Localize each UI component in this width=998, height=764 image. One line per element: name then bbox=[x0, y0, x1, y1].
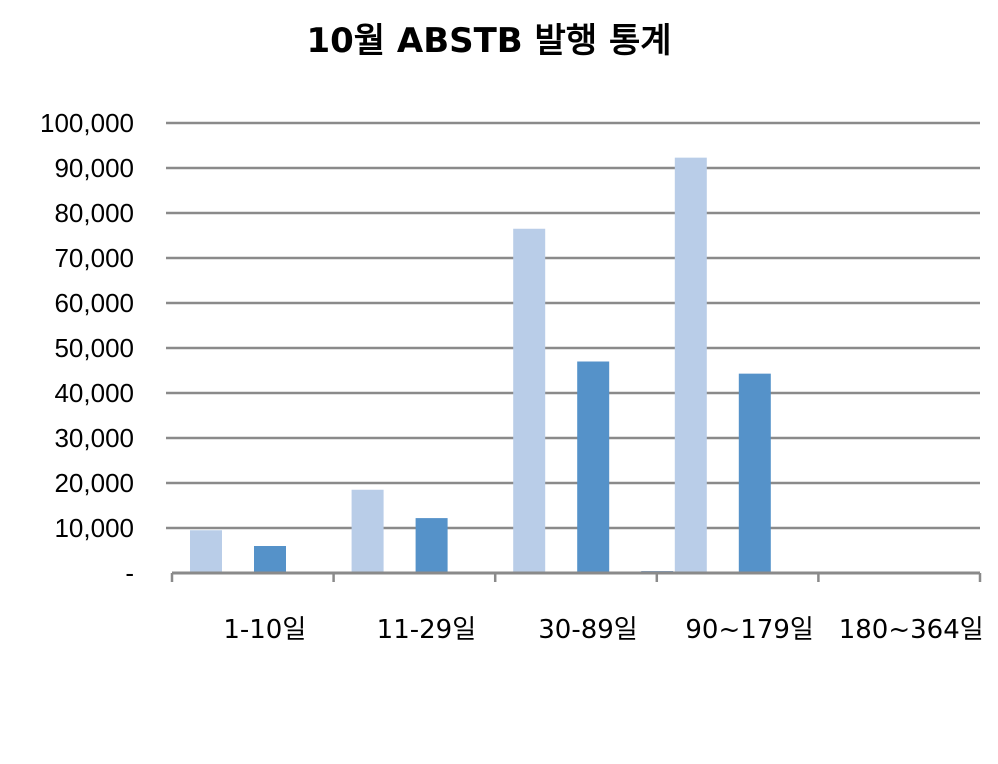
y-tick-label: 60,000 bbox=[54, 288, 134, 318]
x-axis-category-labels: 1-10일 11-29일 30-89일 90~179일 180~364일 bbox=[223, 615, 983, 645]
x-category-label: 30-89일 bbox=[538, 615, 637, 645]
bar-2 bbox=[577, 361, 610, 573]
y-tick-label: 100,000 bbox=[40, 108, 134, 138]
bar-1 bbox=[351, 489, 384, 573]
y-tick-label: 20,000 bbox=[54, 468, 134, 498]
bar-1 bbox=[513, 228, 546, 573]
x-axis bbox=[170, 571, 982, 582]
bar-1 bbox=[190, 530, 222, 573]
y-tick-label: 80,000 bbox=[54, 198, 134, 228]
bars bbox=[190, 157, 771, 573]
bar-1 bbox=[674, 157, 707, 573]
x-category-label: 180~364일 bbox=[839, 615, 984, 645]
y-tick-label: - bbox=[125, 558, 134, 588]
y-tick-label: 10,000 bbox=[54, 513, 134, 543]
chart-title: 10월 ABSTB 발행 통계 bbox=[306, 21, 671, 61]
y-tick-label: 50,000 bbox=[54, 333, 134, 363]
bar-2 bbox=[254, 546, 286, 573]
gridlines bbox=[166, 121, 980, 530]
bar-2 bbox=[415, 518, 448, 573]
x-category-label: 1-10일 bbox=[223, 615, 306, 645]
y-tick-label: 40,000 bbox=[54, 378, 134, 408]
y-axis-tick-labels: - 10,000 20,000 30,000 40,000 50,000 60,000 70,… bbox=[40, 108, 134, 588]
bar-2 bbox=[738, 373, 771, 573]
x-category-label: 90~179일 bbox=[685, 615, 813, 645]
x-category-label: 11-29일 bbox=[377, 615, 476, 645]
y-tick-label: 70,000 bbox=[54, 243, 134, 273]
y-tick-label: 90,000 bbox=[54, 153, 134, 183]
y-tick-label: 30,000 bbox=[54, 423, 134, 453]
